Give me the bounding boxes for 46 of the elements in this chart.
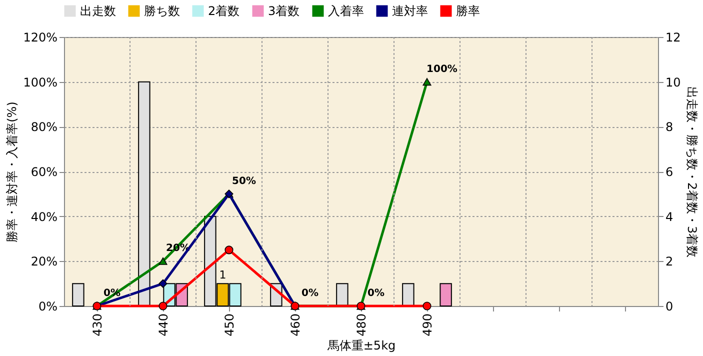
point bbox=[422, 78, 432, 86]
y2-tick-label: 6 bbox=[666, 165, 674, 179]
y-axis-title: 勝率・連対率・入着率(%) bbox=[5, 102, 20, 242]
legend-label: 2着数 bbox=[208, 4, 240, 18]
y-tick-label: 0% bbox=[38, 300, 58, 314]
point bbox=[224, 246, 234, 254]
data-label: 50% bbox=[232, 176, 256, 187]
x-tick-label: 440 bbox=[156, 314, 170, 336]
bar bbox=[336, 283, 348, 306]
data-label: 1 bbox=[219, 268, 226, 282]
x-tick-label: 460 bbox=[288, 314, 302, 336]
legend-label: 勝率 bbox=[456, 4, 480, 18]
y2-tick-label: 4 bbox=[666, 210, 674, 224]
bar bbox=[440, 283, 452, 306]
y2-tick-label: 0 bbox=[666, 300, 674, 314]
y2-tick-label: 8 bbox=[666, 120, 674, 134]
bar bbox=[138, 81, 150, 306]
x-tick-label: 430 bbox=[90, 314, 104, 336]
x-axis-title: 馬体重±5kg bbox=[326, 338, 396, 352]
y-tick-label: 120% bbox=[23, 30, 58, 44]
data-label: 0% bbox=[302, 288, 318, 299]
y-tick-label: 20% bbox=[30, 254, 58, 269]
legend-label: 入着率 bbox=[328, 4, 364, 18]
y-tick-label: 60% bbox=[30, 165, 58, 179]
point bbox=[158, 302, 168, 310]
y2-axis-title: 出走数・勝ち数・2着数・3着数 bbox=[684, 86, 699, 258]
data-label: 0% bbox=[368, 288, 384, 299]
x-tick-label: 490 bbox=[420, 314, 434, 336]
data-label: 100% bbox=[426, 64, 458, 75]
y2-tick-label: 2 bbox=[666, 254, 674, 269]
y2-tick-label: 10 bbox=[666, 75, 681, 90]
x-tick-label: 480 bbox=[354, 314, 368, 336]
x-tick-label: 450 bbox=[222, 314, 236, 336]
bar bbox=[402, 283, 414, 306]
y2-tick-label: 12 bbox=[666, 30, 681, 44]
legend-label: 連対率 bbox=[392, 4, 428, 18]
point bbox=[158, 257, 168, 265]
y-tick-label: 80% bbox=[30, 120, 58, 134]
bar bbox=[72, 283, 84, 306]
y-tick-label: 40% bbox=[30, 210, 58, 224]
y-tick-label: 100% bbox=[23, 75, 58, 90]
point bbox=[422, 302, 432, 310]
point bbox=[158, 279, 168, 288]
legend-label: 勝ち数 bbox=[144, 4, 180, 18]
legend-label: 出走数 bbox=[80, 4, 116, 18]
legend-label: 3着数 bbox=[268, 4, 300, 18]
